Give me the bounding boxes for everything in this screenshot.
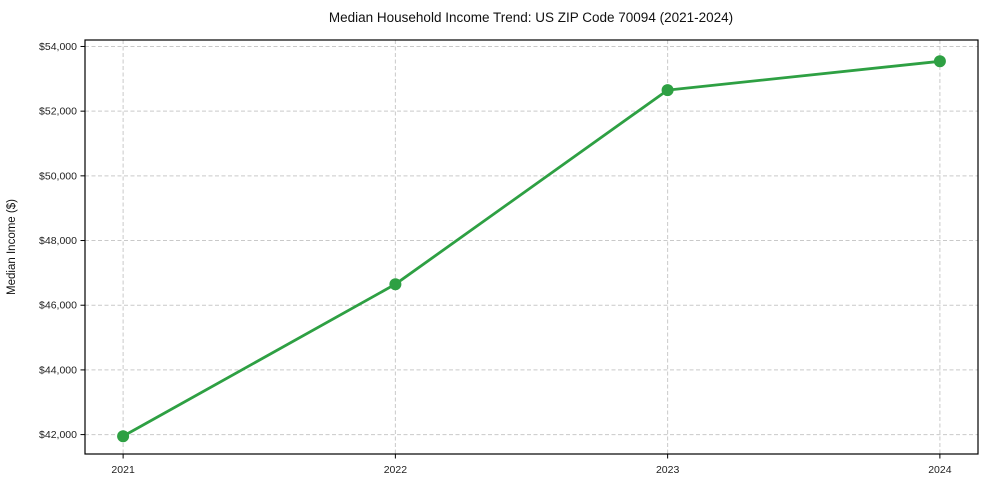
x-tick-label: 2022 <box>384 464 408 476</box>
y-tick-label: $46,000 <box>39 300 77 312</box>
y-tick-label: $44,000 <box>39 364 77 376</box>
y-tick-label: $52,000 <box>39 106 77 118</box>
y-tick-label: $42,000 <box>39 429 77 441</box>
y-tick-label: $48,000 <box>39 235 77 247</box>
data-series <box>117 55 946 443</box>
axes-frame <box>84 39 979 455</box>
x-tick-label: 2024 <box>928 464 952 476</box>
data-point-marker <box>933 55 946 68</box>
data-point-marker <box>117 430 130 443</box>
axis-tick-labels: $42,000 $44,000 $46,000 $48,000 $50,000 $52,0… <box>39 41 952 476</box>
x-tick-label: 2023 <box>656 464 680 476</box>
x-tick-label: 2021 <box>111 464 135 476</box>
axis-ticks <box>80 45 941 459</box>
income-trend-line <box>121 59 942 438</box>
data-point-marker <box>389 278 402 291</box>
chart-title: Median Household Income Trend: US ZIP Co… <box>329 10 733 25</box>
plot-border <box>84 39 979 455</box>
y-tick-label: $54,000 <box>39 41 77 53</box>
y-tick-label: $50,000 <box>39 170 77 182</box>
data-point-marker <box>661 84 674 97</box>
y-axis-label: Median Income ($) <box>6 199 18 295</box>
gridlines <box>85 40 978 454</box>
